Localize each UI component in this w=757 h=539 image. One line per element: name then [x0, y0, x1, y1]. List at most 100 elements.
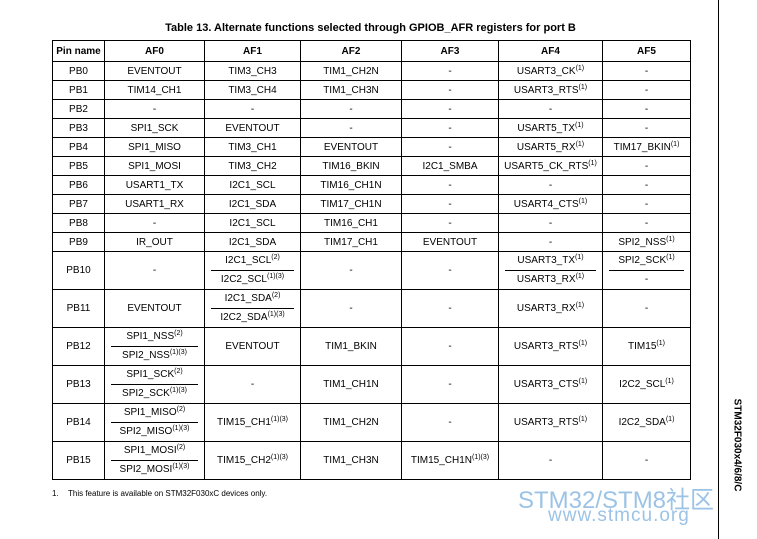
af-cell: -	[401, 99, 499, 119]
af-cell: -	[498, 232, 603, 252]
cell-text: SPI1_MISO	[128, 141, 181, 153]
cell-text: USART4_CTS	[513, 198, 579, 210]
cell-text: -	[448, 84, 452, 96]
cell-text: -	[644, 274, 649, 285]
af-cell: SPI2_SCK(1) -	[602, 251, 691, 290]
pin-name: PB4	[52, 137, 105, 157]
cell-text: PB7	[69, 198, 88, 210]
cell-text: PB5	[69, 160, 88, 172]
cell-text: TIM1_CH3N	[323, 455, 379, 466]
table-row: PB14 SPI1_MISO(2) SPI2_MISO(1)(3) TIM15_CH1…	[52, 403, 691, 442]
footnote-ref: (2)	[176, 444, 186, 451]
column-header: AF1	[204, 40, 301, 62]
cell-text: SPI2_MOSI	[119, 464, 173, 475]
af-cell: -	[602, 213, 691, 233]
cell-text: I2C2_SCL	[619, 379, 666, 390]
af-cell: TIM15_CH2(1)(3)	[204, 441, 301, 480]
af-cell: TIM15_CH1(1)(3)	[204, 403, 301, 442]
pin-name: PB5	[52, 156, 105, 176]
cell-text: -	[448, 265, 452, 276]
cell-text: -	[152, 103, 157, 115]
af-cell: -	[300, 118, 402, 138]
cell-text: -	[448, 122, 452, 134]
cell-text: -	[349, 303, 353, 314]
footnote-ref: (2)	[271, 292, 281, 299]
cell-text: -	[349, 103, 353, 115]
pin-name: PB15	[52, 441, 105, 480]
pin-name: PB14	[52, 403, 105, 442]
sub-cell: SPI1_NSS(2)	[111, 328, 198, 346]
af-cell: TIM1_CH2N	[300, 61, 402, 81]
cell-text: I2C1_SDA	[224, 293, 272, 304]
footnote-ref: (1)(3)	[270, 454, 289, 461]
column-header: AF3	[401, 40, 499, 62]
af-cell: USART3_RTS(1)	[498, 403, 603, 442]
af-cell: -	[401, 327, 499, 366]
cell-text: I2C1_SDA	[228, 236, 277, 248]
footnote-ref: (1)	[575, 140, 585, 148]
footnote-ref: (1)	[575, 121, 584, 129]
cell-text: I2C2_SDA	[618, 417, 666, 428]
cell-text: TIM16_CH1N	[320, 179, 382, 191]
sub-cell: SPI1_MISO(2)	[111, 404, 198, 422]
cell-text: TIM1_BKIN	[325, 341, 377, 352]
af-cell: I2C1_SCL	[204, 175, 301, 195]
cell-text: SPI2_NSS	[618, 236, 667, 248]
cell-text: I2C2_SCL	[220, 274, 267, 285]
column-header: Pin name	[52, 40, 105, 62]
cell-text: -	[548, 455, 553, 466]
table-row: PB13 SPI1_SCK(2) SPI2_SCK(1)(3) - TIM1_CH1N -…	[52, 365, 691, 404]
cell-text: USART1_RX	[125, 198, 184, 210]
pin-name: PB3	[52, 118, 105, 138]
table-row: PB9 IR_OUT I2C1_SDA TIM17_CH1 EVENTOUT - SPI2_…	[52, 232, 691, 252]
af-cell: -	[498, 441, 603, 480]
cell-text: -	[448, 417, 452, 428]
cell-text: I2C1_SCL	[229, 179, 276, 191]
column-header: AF4	[498, 40, 603, 62]
footnote-ref: (1)(3)	[472, 454, 490, 461]
footnote-ref: (1)(3)	[172, 425, 190, 432]
cell-text: I2C1_SCL	[225, 255, 272, 266]
af-cell: I2C1_SCL	[204, 213, 301, 233]
af-cell: TIM17_CH1	[300, 232, 402, 252]
cell-text: PB3	[69, 122, 88, 134]
cell-text: EVENTOUT	[127, 303, 182, 314]
footnote-ref: (1)	[575, 254, 584, 261]
af-cell: TIM16_BKIN	[300, 156, 402, 176]
cell-text: -	[448, 141, 452, 153]
cell-text: -	[548, 236, 553, 248]
footnote-ref: (1)	[578, 340, 588, 347]
column-header: AF2	[300, 40, 402, 62]
table-row: PB1 TIM14_CH1 TIM3_CH4 TIM1_CH3N - USART3_RTS…	[52, 80, 691, 100]
af-cell: I2C1_SDA	[204, 232, 301, 252]
cell-text: USART3_CK	[516, 65, 576, 77]
af-cell: SPI1_MOSI	[104, 156, 205, 176]
cell-text: -	[448, 65, 452, 77]
cell-text: PB8	[69, 217, 88, 229]
af-cell: USART5_TX(1)	[498, 118, 603, 138]
af-cell: TIM1_BKIN	[300, 327, 402, 366]
af-cell: -	[401, 365, 499, 404]
af-cell: -	[498, 213, 603, 233]
af-cell: -	[401, 175, 499, 195]
cell-text: -	[448, 341, 452, 352]
cell-text: -	[644, 84, 649, 96]
cell-text: TIM15_CH1	[216, 417, 271, 428]
cell-text: SPI1_MISO	[123, 407, 177, 418]
cell-text: TIM3_CH1	[228, 141, 277, 153]
cell-text: PB6	[69, 179, 88, 191]
table-row: PB11 EVENTOUT I2C1_SDA(2) I2C2_SDA(1)(3) - - U…	[52, 289, 691, 328]
cell-text: USART3_RTS	[513, 341, 579, 352]
cell-text: USART3_RX	[516, 303, 576, 314]
cell-text: PB15	[66, 455, 91, 466]
af-cell: -	[204, 365, 301, 404]
af-cell: USART3_RTS(1)	[498, 80, 603, 100]
af-cell: TIM3_CH2	[204, 156, 301, 176]
af-cell: -	[602, 194, 691, 214]
cell-text: TIM15	[628, 341, 657, 352]
af-cell: -	[104, 213, 205, 233]
af-cell: SPI1_MISO(2) SPI2_MISO(1)(3)	[104, 403, 205, 442]
af-cell: USART4_CTS(1)	[498, 194, 603, 214]
footnote-ref: (1)	[656, 340, 665, 347]
